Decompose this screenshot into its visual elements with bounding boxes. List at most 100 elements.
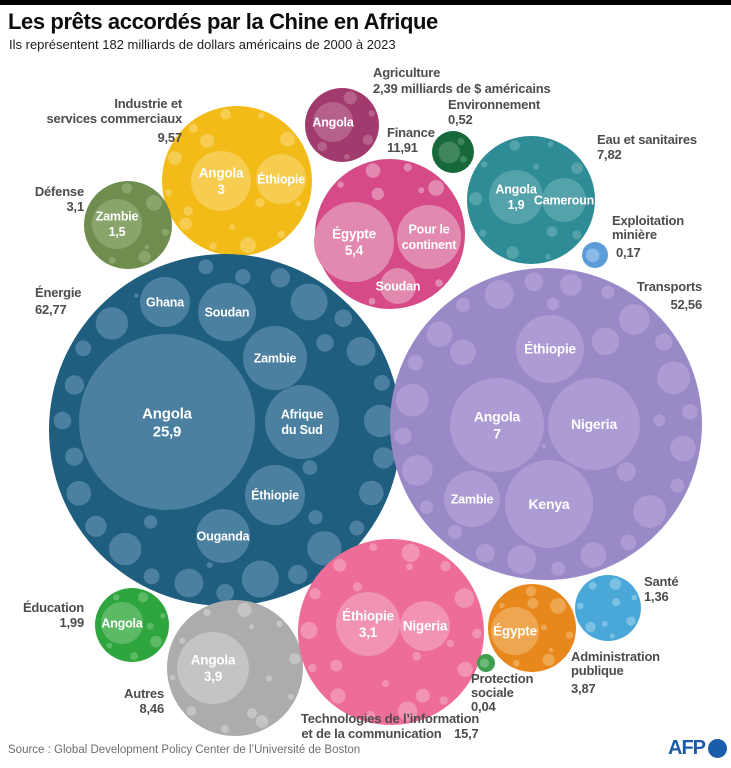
sector-label: sociale [471, 685, 514, 700]
country-label: Cameroun [534, 193, 594, 207]
country-label: Angola [495, 183, 537, 197]
filler-bubble [626, 616, 636, 626]
filler-bubble [481, 161, 488, 168]
sector-label: 2,39 milliards de $ américains [373, 81, 551, 96]
sector-label: Autres [124, 686, 164, 701]
country-label: Angola [199, 165, 244, 180]
country-label: 5,4 [345, 243, 364, 258]
filler-bubble [438, 141, 461, 164]
filler-bubble [352, 582, 363, 592]
filler-bubble [547, 141, 554, 148]
sector-label: 7,82 [597, 147, 622, 162]
sector-label: Environnement [448, 97, 541, 112]
filler-bubble [418, 187, 425, 194]
filler-bubble [546, 297, 560, 311]
filler-bubble [655, 333, 673, 351]
filler-bubble [330, 659, 343, 672]
sector-label: 0,04 [471, 699, 496, 714]
filler-bubble [499, 602, 505, 609]
filler-bubble [363, 404, 397, 438]
sector-label: 1,36 [644, 589, 669, 604]
filler-bubble [130, 652, 138, 660]
filler-bubble [540, 624, 548, 631]
sector-label: 8,46 [139, 701, 164, 716]
country-bubble [336, 592, 400, 656]
country-label: Égypte [332, 226, 377, 241]
filler-bubble [161, 228, 170, 236]
filler-bubble [550, 598, 566, 614]
filler-bubble [143, 568, 160, 585]
filler-bubble [95, 307, 129, 340]
country-label: Soudan [205, 305, 250, 319]
country-bubble [450, 378, 544, 472]
filler-bubble [169, 674, 176, 681]
sector-label: 3,1 [67, 199, 84, 214]
filler-bubble [174, 568, 204, 598]
filler-bubble [633, 495, 667, 528]
filler-bubble [235, 269, 251, 285]
country-bubble [548, 378, 640, 470]
filler-bubble [248, 624, 255, 630]
filler-bubble [479, 658, 490, 668]
filler-bubble [66, 480, 92, 506]
filler-bubble [469, 192, 483, 206]
filler-bubble [241, 560, 279, 598]
filler-bubble [343, 91, 357, 105]
country-label: Pour le [409, 223, 450, 237]
sector-label: minière [612, 227, 657, 242]
filler-bubble [287, 693, 294, 700]
sector-label: 9,57 [157, 130, 182, 145]
filler-bubble [121, 183, 133, 194]
filler-bubble [560, 274, 582, 296]
filler-bubble [371, 187, 384, 201]
filler-bubble [533, 164, 539, 170]
sector-label: publique [571, 663, 624, 678]
filler-bubble [446, 639, 454, 648]
country-label: 25,9 [153, 423, 181, 440]
sector-label: services commerciaux [47, 111, 183, 126]
country-bubble [243, 326, 307, 390]
filler-bubble [237, 602, 252, 618]
country-label: Ghana [146, 295, 185, 309]
country-label: continent [402, 238, 457, 252]
filler-bubble [295, 200, 302, 207]
country-bubble [489, 170, 543, 224]
filler-bubble [203, 608, 211, 617]
filler-bubble [137, 592, 149, 603]
sector-label: 52,56 [670, 297, 702, 312]
source-note: Source : Global Development Policy Cente… [8, 744, 361, 756]
filler-bubble [337, 181, 344, 188]
afp-logo-dot-icon [708, 739, 727, 758]
country-label: Kenya [528, 496, 569, 512]
filler-bubble [426, 321, 453, 348]
filler-bubble [373, 447, 395, 469]
filler-bubble [541, 443, 547, 449]
country-label: Angola [191, 652, 236, 667]
country-bubble [314, 202, 394, 282]
filler-bubble [220, 725, 230, 734]
filler-bubble [525, 586, 537, 597]
filler-bubble [186, 706, 197, 716]
country-label: Soudan [376, 279, 421, 293]
country-label: Zambie [96, 210, 139, 224]
filler-bubble [457, 661, 473, 678]
filler-bubble [134, 293, 139, 298]
filler-bubble [601, 285, 615, 299]
filler-bubble [308, 663, 317, 673]
country-label: 1,5 [109, 225, 126, 239]
filler-bubble [108, 256, 116, 264]
sector-label: 0,17 [616, 245, 641, 260]
filler-bubble [401, 543, 420, 562]
filler-bubble [682, 404, 698, 420]
filler-bubble [300, 621, 318, 640]
filler-bubble [591, 327, 620, 356]
country-label: Zambie [254, 351, 297, 365]
filler-bubble [439, 696, 448, 705]
